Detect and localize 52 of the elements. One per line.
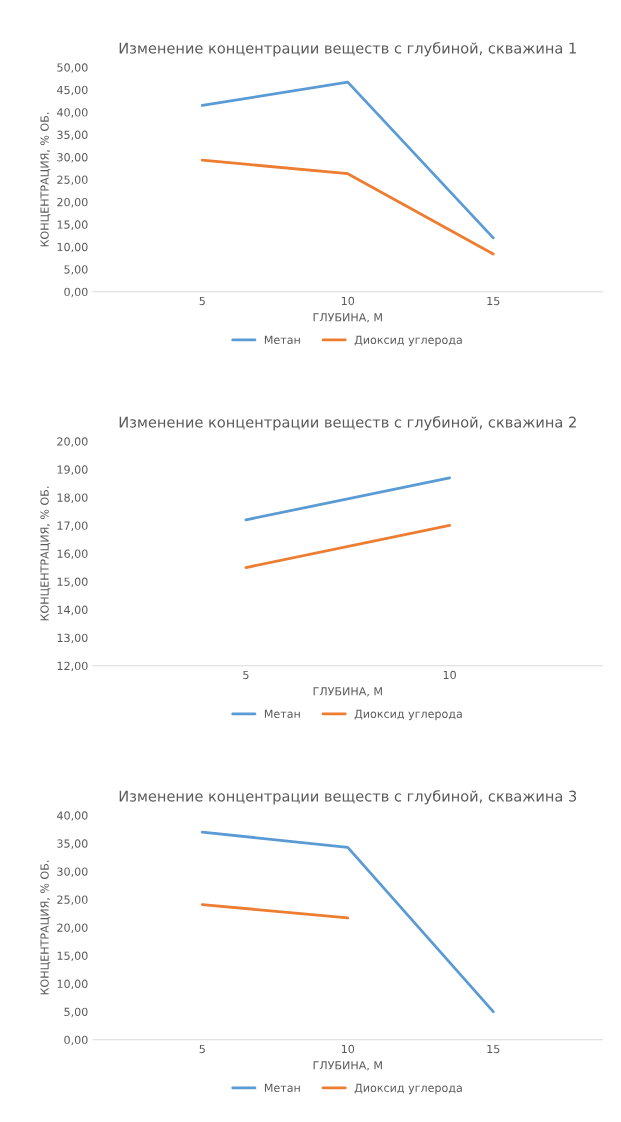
legend-label: Диоксид углерода xyxy=(354,335,462,347)
y-tick-label: 10,00 xyxy=(57,979,88,990)
chart-title: Изменение концентрации веществ с глубиной, скважина 3 xyxy=(119,790,577,805)
chart-title: Изменение концентрации веществ с глубиной, скважина 1 xyxy=(119,42,576,57)
x-axis-title: ГЛУБИНА, М xyxy=(313,687,382,697)
y-tick-label: 45,00 xyxy=(57,85,88,96)
y-tick-label: 15,00 xyxy=(57,951,88,962)
x-tick-label: 15 xyxy=(487,1044,500,1054)
y-tick-label: 20,00 xyxy=(57,923,88,934)
y-tick-label: 20,00 xyxy=(57,197,88,208)
x-tick-label: 10 xyxy=(341,296,355,306)
chart-title: Изменение концентрации веществ с глубиной, скважина 2 xyxy=(119,416,576,431)
y-tick-label: 20,00 xyxy=(57,437,88,447)
y-tick-label: 15,00 xyxy=(57,220,88,230)
y-tick-label: 40,00 xyxy=(57,108,88,118)
y-tick-label: 40,00 xyxy=(57,811,88,821)
legend-label: Диоксид углерода xyxy=(354,1083,462,1095)
legend-label: Диоксид углерода xyxy=(354,709,462,721)
y-tick-label: 13,00 xyxy=(57,633,88,644)
y-tick-label: 5,00 xyxy=(64,1007,88,1018)
y-tick-label: 30,00 xyxy=(57,153,88,163)
y-tick-label: 10,00 xyxy=(57,242,88,253)
x-axis-title: ГЛУБИНА, М xyxy=(313,313,382,323)
y-tick-label: 14,00 xyxy=(57,605,88,616)
y-tick-label: 19,00 xyxy=(57,465,88,475)
y-tick-label: 50,00 xyxy=(57,63,88,73)
y-tick-label: 15,00 xyxy=(57,577,88,588)
x-tick-label: 5 xyxy=(243,670,249,680)
y-tick-label: 17,00 xyxy=(57,521,88,531)
y-axis-title: КОНЦЕНТРАЦИЯ, % ОБ. xyxy=(40,112,51,247)
x-axis-title: ГЛУБИНА, М xyxy=(313,1061,382,1071)
y-tick-label: 25,00 xyxy=(57,895,88,905)
y-tick-label: 5,00 xyxy=(64,265,88,275)
y-tick-label: 25,00 xyxy=(57,175,88,186)
x-tick-label: 10 xyxy=(341,1044,355,1054)
y-tick-label: 12,00 xyxy=(57,661,88,672)
y-tick-label: 18,00 xyxy=(57,493,88,503)
x-tick-label: 5 xyxy=(199,296,205,306)
y-tick-label: 35,00 xyxy=(57,130,88,141)
y-tick-label: 35,00 xyxy=(57,839,88,849)
y-tick-label: 0,00 xyxy=(64,287,88,298)
x-tick-label: 15 xyxy=(487,296,500,306)
x-tick-label: 10 xyxy=(443,670,456,680)
y-axis-title: КОНЦЕНТРАЦИЯ, % ОБ. xyxy=(40,486,51,621)
y-axis-title: КОНЦЕНТРАЦИЯ, % ОБ. xyxy=(40,860,51,995)
x-tick-label: 5 xyxy=(199,1044,205,1054)
y-tick-label: 0,00 xyxy=(64,1035,88,1046)
legend-label: Метан xyxy=(264,335,300,344)
y-tick-label: 30,00 xyxy=(57,867,88,877)
legend-label: Метан xyxy=(264,709,300,718)
y-tick-label: 16,00 xyxy=(57,549,88,560)
legend-label: Метан xyxy=(264,1083,300,1092)
